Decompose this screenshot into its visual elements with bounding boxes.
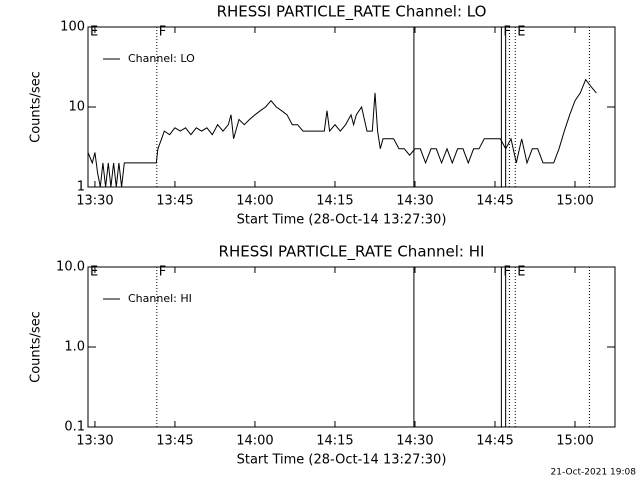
y-axis-label: Counts/sec [29,311,44,383]
y-tick-label: 1 [77,180,85,195]
x-tick-label: 14:00 [236,194,273,209]
plot-frame [87,266,616,428]
x-tick-label: 15:00 [556,434,593,449]
flag-label: F [159,25,166,40]
chart-title: RHESSI PARTICLE_RATE Channel: HI [219,243,485,262]
flag-label: F [503,25,510,40]
flag-label: E [90,265,98,280]
flag-label: E [517,25,525,40]
x-tick-label: 14:30 [396,194,433,209]
flag-label: F [159,265,166,280]
x-tick-label: 13:30 [76,434,113,449]
y-tick-label: 10 [68,100,85,115]
x-axis-label: Start Time (28-Oct-14 13:27:30) [237,453,447,468]
y-tick-label: 10.0 [56,260,85,275]
x-tick-label: 13:30 [76,194,113,209]
legend-label: Channel: HI [128,292,192,305]
x-tick-label: 14:45 [476,434,513,449]
x-tick-label: 13:45 [156,434,193,449]
x-tick-label: 14:15 [316,194,353,209]
series-line [87,78,597,188]
x-tick-label: 13:45 [156,194,193,209]
y-axis-label: Counts/sec [29,71,44,143]
flag-label: E [517,265,525,280]
x-tick-label: 14:00 [236,434,273,449]
flag-label: F [503,265,510,280]
legend-label: Channel: LO [128,52,195,65]
y-tick-label: 1.0 [64,340,85,355]
x-tick-label: 14:30 [396,434,433,449]
timestamp: 21-Oct-2021 19:08 [551,468,637,478]
x-tick-label: 14:15 [316,434,353,449]
y-tick-label: 100 [60,20,85,35]
x-tick-label: 14:45 [476,194,513,209]
flag-label: E [90,25,98,40]
x-axis-label: Start Time (28-Oct-14 13:27:30) [237,213,447,228]
chart-title: RHESSI PARTICLE_RATE Channel: LO [217,3,487,22]
y-tick-label: 0.1 [64,420,85,435]
plot-frame [87,26,616,188]
x-tick-label: 15:00 [556,194,593,209]
